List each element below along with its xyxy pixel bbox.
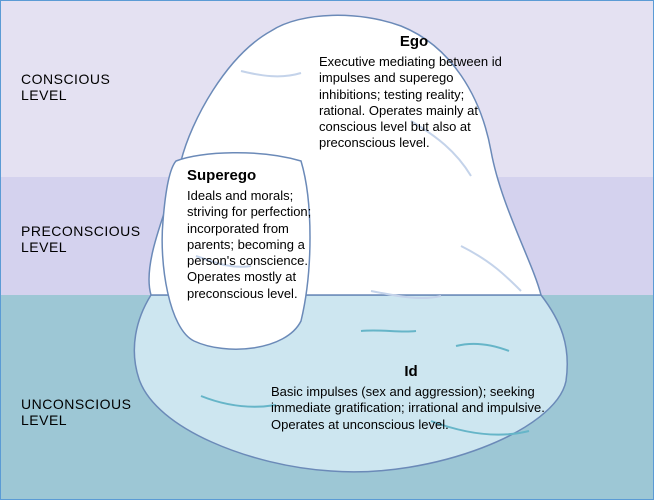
superego-block: Superego Ideals and morals; striving for…: [187, 167, 317, 302]
id-title: Id: [271, 363, 551, 380]
ego-block: Ego Executive mediating between id impul…: [319, 33, 509, 152]
label-conscious: CONSCIOUS LEVEL: [21, 71, 131, 103]
id-block: Id Basic impulses (sex and aggression); …: [271, 363, 551, 433]
label-unconscious: UNCONSCIOUS LEVEL: [21, 396, 141, 428]
ego-title: Ego: [319, 33, 509, 50]
ego-body: Executive mediating between id impulses …: [319, 54, 509, 152]
superego-body: Ideals and morals; striving for perfecti…: [187, 188, 317, 302]
label-preconscious: PRECONSCIOUS LEVEL: [21, 223, 141, 255]
freud-iceberg-diagram: CONSCIOUS LEVEL PRECONSCIOUS LEVEL UNCON…: [0, 0, 654, 500]
superego-title: Superego: [187, 167, 317, 184]
id-body: Basic impulses (sex and aggression); see…: [271, 384, 551, 433]
